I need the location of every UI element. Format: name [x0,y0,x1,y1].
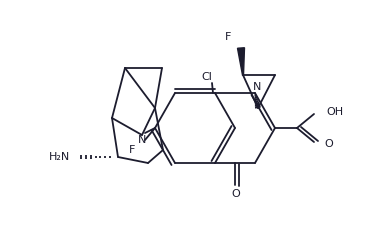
Text: F: F [225,32,231,42]
Text: O: O [232,189,240,199]
Text: H₂N: H₂N [49,152,70,162]
Text: N: N [138,135,146,145]
Text: OH: OH [326,107,343,117]
Text: N: N [253,82,261,92]
Text: F: F [129,145,135,155]
Polygon shape [237,48,244,75]
Text: O: O [324,139,333,149]
Text: Cl: Cl [201,72,212,82]
